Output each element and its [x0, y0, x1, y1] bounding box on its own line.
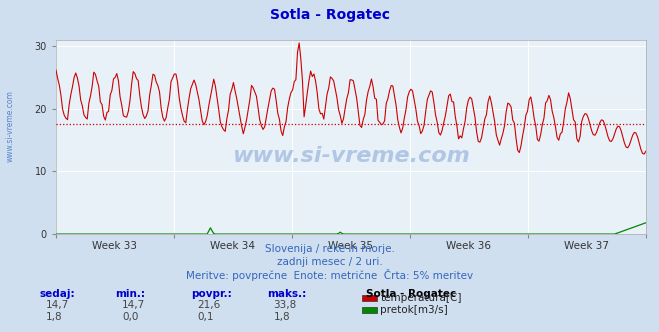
- Text: Sotla - Rogatec: Sotla - Rogatec: [270, 8, 389, 22]
- Text: 14,7: 14,7: [46, 300, 69, 310]
- Text: 1,8: 1,8: [273, 312, 290, 322]
- Text: 0,1: 0,1: [198, 312, 214, 322]
- Text: 14,7: 14,7: [122, 300, 145, 310]
- Text: sedaj:: sedaj:: [40, 289, 75, 299]
- Text: Week 36: Week 36: [446, 241, 492, 251]
- Text: 1,8: 1,8: [46, 312, 63, 322]
- Text: Week 37: Week 37: [564, 241, 610, 251]
- Text: povpr.:: povpr.:: [191, 289, 232, 299]
- Text: pretok[m3/s]: pretok[m3/s]: [380, 305, 448, 315]
- Text: 33,8: 33,8: [273, 300, 297, 310]
- Text: Sotla - Rogatec: Sotla - Rogatec: [366, 289, 456, 299]
- Text: Slovenija / reke in morje.: Slovenija / reke in morje.: [264, 244, 395, 254]
- Text: min.:: min.:: [115, 289, 146, 299]
- Text: zadnji mesec / 2 uri.: zadnji mesec / 2 uri.: [277, 257, 382, 267]
- Text: Week 35: Week 35: [328, 241, 374, 251]
- Text: 0,0: 0,0: [122, 312, 138, 322]
- Text: Meritve: povprečne  Enote: metrične  Črta: 5% meritev: Meritve: povprečne Enote: metrične Črta:…: [186, 269, 473, 281]
- Text: Week 34: Week 34: [210, 241, 256, 251]
- Text: temperatura[C]: temperatura[C]: [380, 293, 462, 303]
- Text: maks.:: maks.:: [267, 289, 306, 299]
- Text: Week 33: Week 33: [92, 241, 138, 251]
- Text: 21,6: 21,6: [198, 300, 221, 310]
- Text: www.si-vreme.com: www.si-vreme.com: [232, 146, 470, 166]
- Text: www.si-vreme.com: www.si-vreme.com: [5, 90, 14, 162]
